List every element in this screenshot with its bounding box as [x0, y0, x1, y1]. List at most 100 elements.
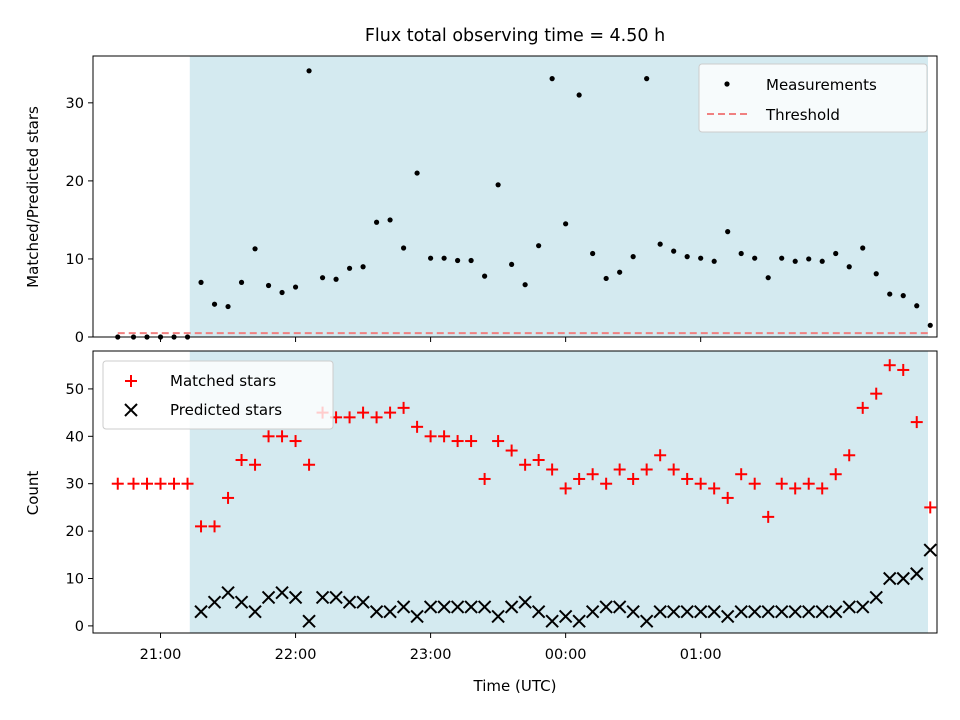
predicted-star-point	[923, 543, 937, 557]
matched-star-point	[262, 430, 275, 443]
y-tick-label: 20	[66, 174, 84, 190]
predicted-star-point	[707, 604, 721, 619]
matched-star-point	[276, 430, 289, 443]
measurement-point	[428, 255, 434, 261]
measurement-point	[779, 255, 785, 261]
y-tick-label: 10	[66, 252, 84, 268]
predicted-star-point	[396, 600, 411, 614]
y-tick-label: 0	[75, 619, 84, 635]
measurement-point	[319, 275, 326, 281]
bottom-panel-ticks: 0 10 20 30 40 50 21:00 22:00 23:00 00:00 01:00	[66, 382, 722, 663]
predicted-star-point	[653, 604, 667, 619]
matched-star-point	[870, 387, 883, 400]
predicted-star-point	[302, 614, 316, 628]
predicted-star-point	[342, 595, 357, 609]
measurement-point	[360, 264, 366, 270]
matched-star-point	[910, 416, 923, 429]
y-tick-label: 50	[66, 382, 84, 398]
measurement-point	[711, 258, 717, 264]
matched-star-point	[546, 463, 559, 476]
y-tick-label: 10	[66, 571, 84, 587]
matched-star-point	[856, 401, 869, 414]
measurement-point	[590, 250, 596, 257]
matched-star-point	[222, 491, 235, 504]
measurement-point	[833, 250, 839, 257]
predicted-star-point	[910, 567, 924, 581]
measurement-point	[441, 255, 447, 261]
legend-matched-marker	[125, 375, 137, 387]
matched-star-point	[478, 472, 491, 485]
bottom-panel-frame	[92, 350, 938, 634]
top-panel-y-axis-label: Matched/Predicted stars	[24, 106, 42, 288]
matched-star-point	[465, 435, 478, 448]
matched-star-point	[519, 458, 532, 471]
measurement-point	[873, 271, 879, 277]
matched-star-point	[289, 435, 302, 448]
matched-star-point	[249, 458, 262, 471]
measurement-point	[792, 258, 798, 264]
x-tick-label: 21:00	[140, 647, 182, 663]
measurement-point	[914, 303, 920, 309]
x-tick-label: 22:00	[275, 647, 317, 663]
predicted-star-point	[450, 600, 465, 614]
top-legend-box	[698, 63, 928, 133]
matched-star-point	[829, 468, 842, 481]
matched-star-point	[370, 411, 383, 424]
matched-star-point	[492, 435, 505, 448]
measurement-point	[738, 250, 744, 257]
matched-star-point	[411, 420, 424, 433]
matched-star-point	[532, 454, 545, 467]
predicted-star-point	[639, 614, 654, 628]
bottom-legend-box	[102, 360, 334, 430]
predicted-star-point	[288, 590, 303, 605]
measurement-point	[563, 221, 569, 227]
matched-star-point	[438, 430, 451, 443]
predicted-star-point	[747, 604, 762, 619]
legend-measurements-label: Measurements	[766, 76, 877, 94]
predicted-star-point	[585, 604, 600, 619]
matched-star-point	[111, 477, 124, 490]
measurement-point	[495, 182, 501, 188]
predicted-star-point	[234, 595, 249, 609]
measurement-point	[549, 76, 555, 82]
measurement-point	[238, 279, 245, 285]
x-tick-label: 23:00	[410, 647, 452, 663]
predicted-star-point	[315, 590, 330, 605]
matched-star-point	[843, 449, 856, 462]
x-tick-label: 01:00	[680, 647, 722, 663]
bottom-panel-marks	[111, 359, 937, 628]
predicted-star-point	[194, 604, 208, 619]
predicted-star-point	[788, 604, 802, 619]
measurement-point	[414, 170, 420, 176]
matched-star-point	[154, 477, 167, 490]
measurement-point	[671, 248, 677, 254]
matched-star-point	[748, 477, 761, 490]
matched-star-point	[141, 477, 154, 490]
measurement-point	[292, 284, 299, 290]
matched-star-point	[208, 520, 221, 533]
matched-star-point	[168, 477, 181, 490]
legend-predicted-marker	[124, 403, 138, 417]
legend-measurements-marker	[724, 81, 730, 87]
measurement-point	[698, 255, 704, 261]
top-panel-frame	[92, 55, 938, 338]
matched-star-point	[559, 482, 572, 495]
predicted-star-point	[829, 604, 843, 619]
y-tick-label: 40	[66, 429, 84, 445]
predicted-star-point	[464, 600, 478, 614]
predicted-star-point	[558, 609, 573, 624]
matched-star-point	[802, 477, 815, 490]
matched-star-point	[505, 444, 518, 457]
y-tick-label: 20	[66, 524, 84, 540]
measurement-point	[333, 276, 339, 282]
bottom-panel: 0 10 20 30 40 50 21:00 22:00 23:00 00:00 01:00 Cou…	[24, 350, 938, 695]
measurement-point	[860, 245, 866, 251]
matched-star-point	[789, 482, 802, 495]
predicted-star-point	[856, 600, 870, 614]
matched-star-point	[195, 520, 208, 533]
predicted-star-point	[572, 614, 586, 628]
matched-star-point	[357, 406, 370, 419]
matched-star-point	[384, 406, 397, 419]
predicted-star-point	[275, 586, 289, 600]
